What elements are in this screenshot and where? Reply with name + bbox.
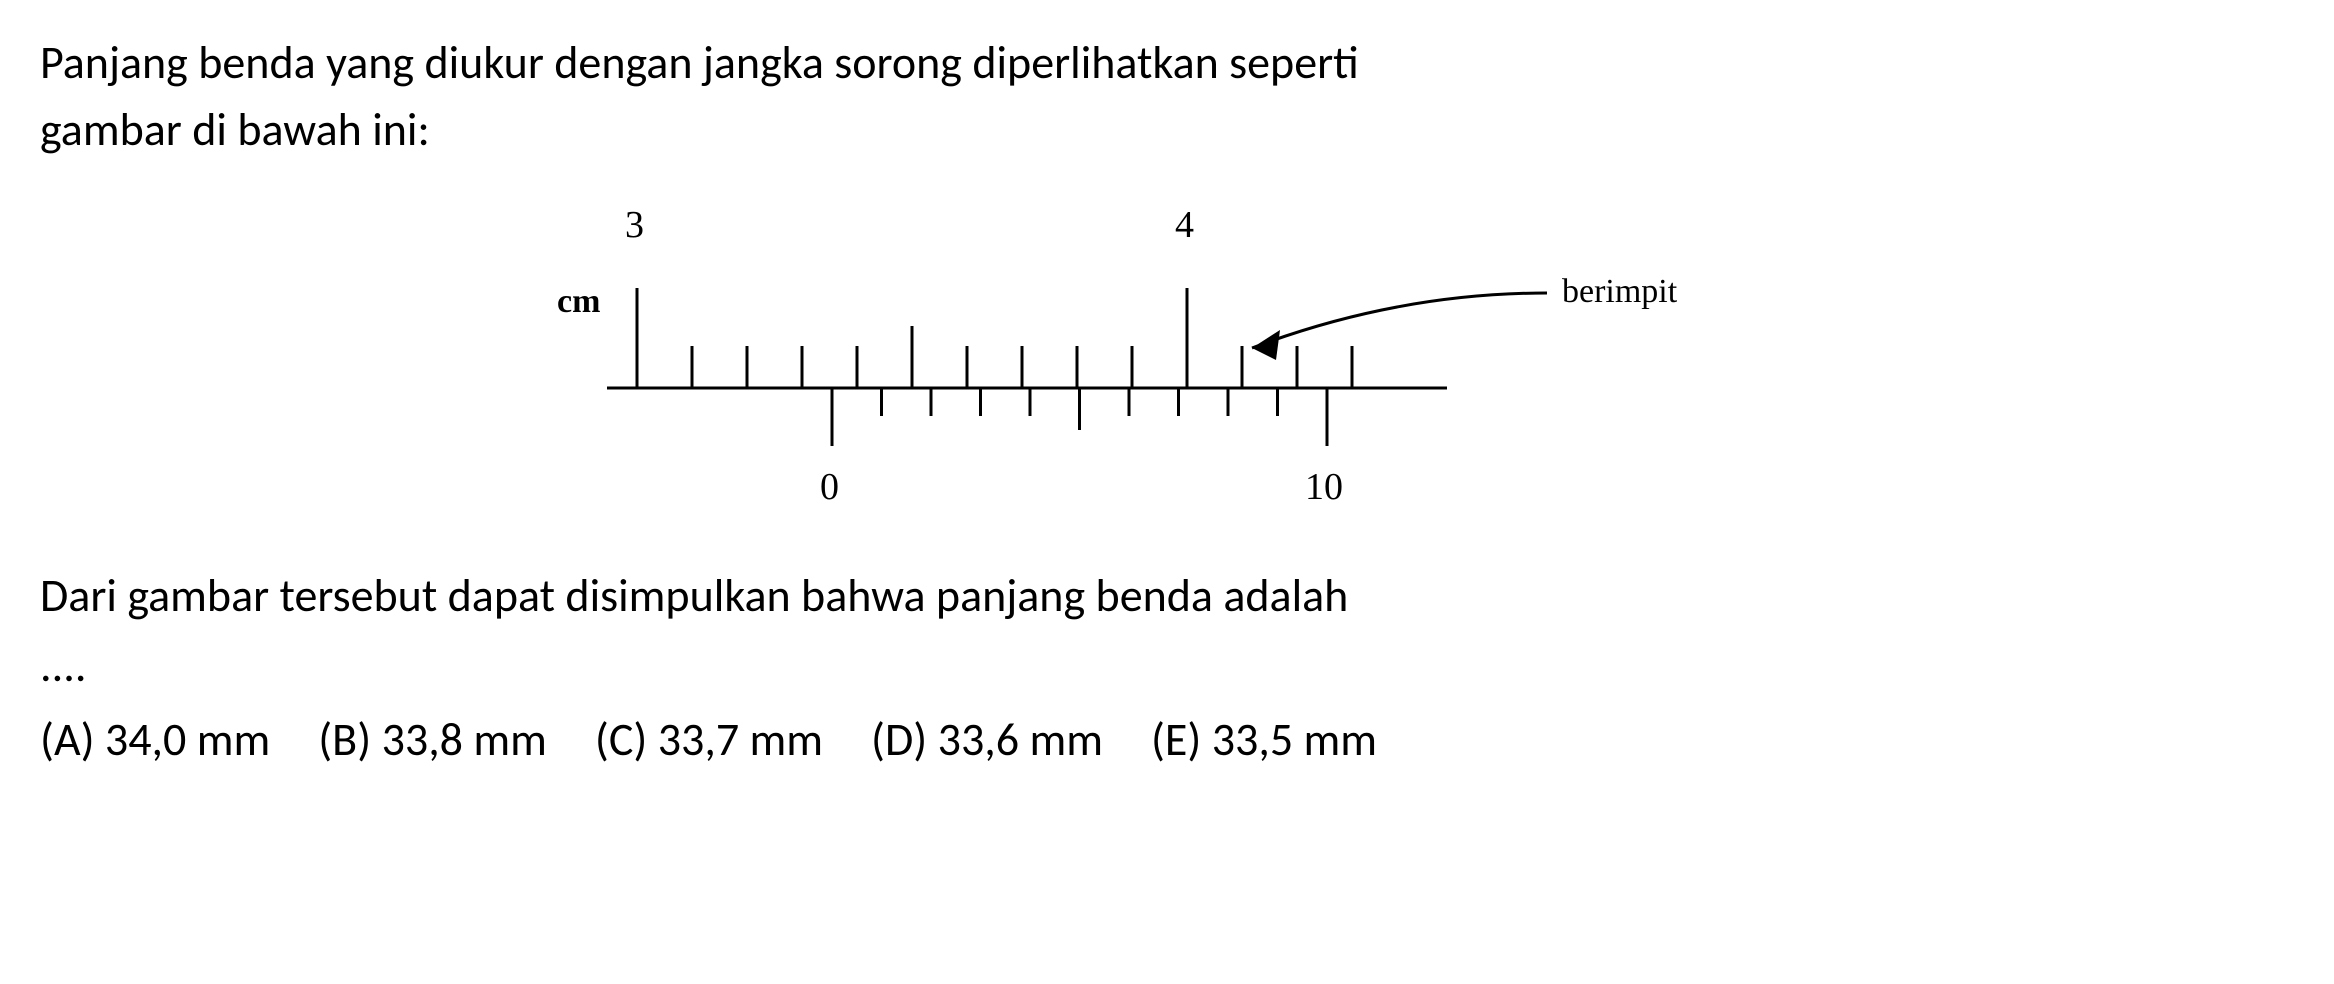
option-e[interactable]: (E) 33,5 mm [1151,712,1377,768]
conclusion-text: Dari gambar tersebut dapat disimpulkan b… [40,563,2294,630]
option-c[interactable]: (C) 33,7 mm [595,712,823,768]
caliper-svg [517,193,1817,533]
option-b[interactable]: (B) 33,8 mm [318,712,547,768]
question-text: Panjang benda yang diukur dengan jangka … [40,30,2294,163]
option-e-key: (E) [1151,712,1201,768]
option-b-key: (B) [318,712,371,768]
option-a[interactable]: (A) 34,0 mm [40,712,270,768]
unit-label-cm: cm [557,283,600,321]
vernier-caliper-diagram: cm 3 4 0 10 berimpit [517,193,1817,533]
option-c-key: (C) [595,712,647,768]
option-d-key: (D) [871,712,927,768]
option-c-value: 33,7 mm [658,712,823,768]
question-line1: Panjang benda yang diukur dengan jangka … [40,35,1359,91]
option-d-value: 33,6 mm [938,712,1103,768]
question-line2: gambar di bawah ini: [40,102,430,158]
arrow-label-berimpit: berimpit [1562,273,1677,311]
vernier-label-10: 10 [1305,465,1343,509]
option-d[interactable]: (D) 33,6 mm [871,712,1103,768]
answer-options: (A) 34,0 mm (B) 33,8 mm (C) 33,7 mm (D) … [40,712,2294,768]
main-scale-label-3: 3 [625,203,644,247]
vernier-label-0: 0 [820,465,839,509]
main-scale-label-4: 4 [1175,203,1194,247]
option-a-value: 34,0 mm [105,712,270,768]
option-a-key: (A) [40,712,95,768]
diagram-wrapper: cm 3 4 0 10 berimpit [40,193,2294,533]
option-e-value: 33,5 mm [1212,712,1377,768]
ellipsis: .... [40,638,2294,694]
option-b-value: 33,8 mm [382,712,547,768]
